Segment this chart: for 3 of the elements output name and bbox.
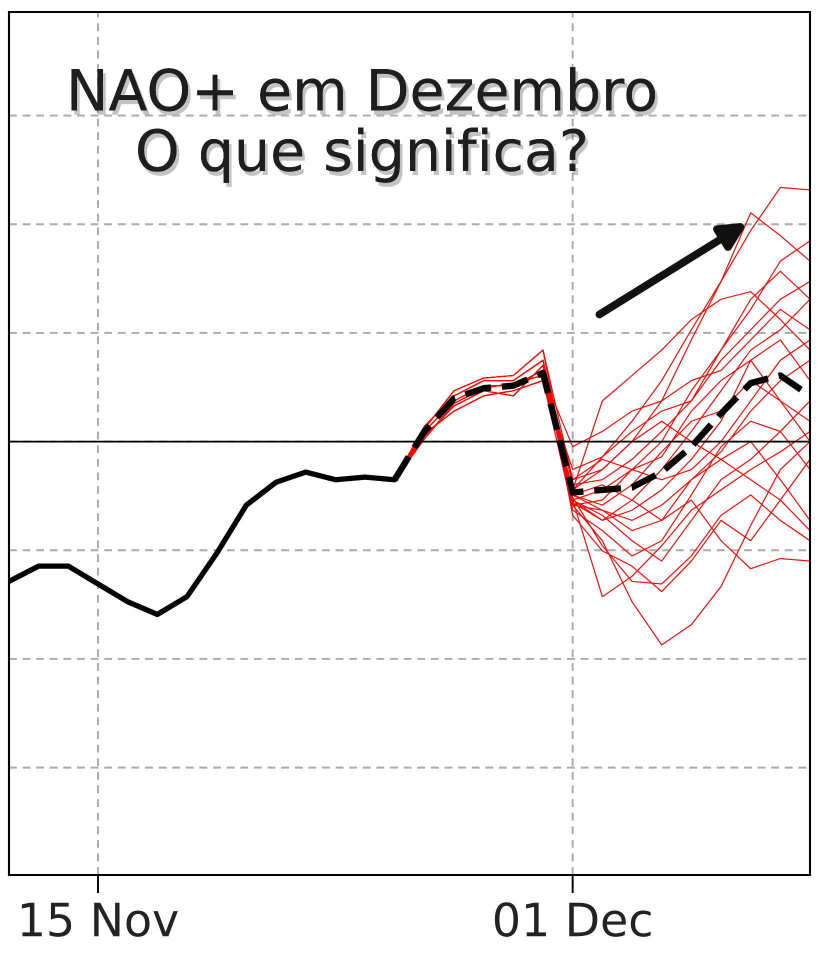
x-tick-label: 01 Dec [494,902,651,937]
chart-title: NAO+ em Dezembro O que significa? [71,67,658,187]
x-tick-label: 15 Nov [22,902,178,937]
